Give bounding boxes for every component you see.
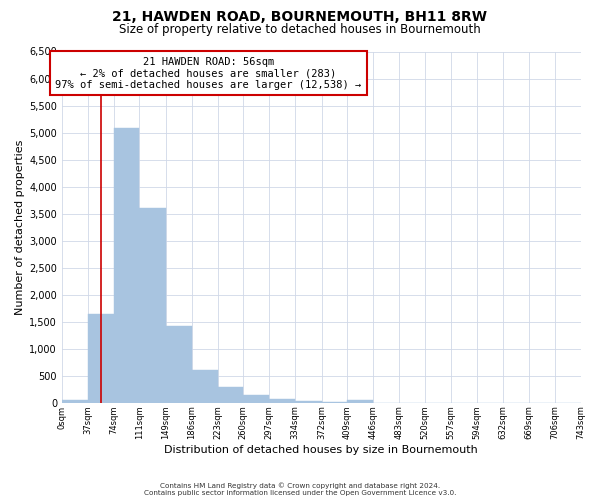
Y-axis label: Number of detached properties: Number of detached properties: [15, 140, 25, 315]
Text: 21 HAWDEN ROAD: 56sqm
← 2% of detached houses are smaller (283)
97% of semi-deta: 21 HAWDEN ROAD: 56sqm ← 2% of detached h…: [55, 56, 362, 90]
X-axis label: Distribution of detached houses by size in Bournemouth: Distribution of detached houses by size …: [164, 445, 478, 455]
Bar: [295, 401, 322, 403]
Bar: [322, 402, 347, 403]
Bar: [347, 400, 373, 403]
Text: Contains HM Land Registry data © Crown copyright and database right 2024.: Contains HM Land Registry data © Crown c…: [160, 482, 440, 489]
Bar: [192, 370, 218, 403]
Bar: [269, 399, 295, 403]
Bar: [62, 400, 88, 403]
Bar: [166, 326, 192, 403]
Bar: [113, 128, 139, 403]
Text: 21, HAWDEN ROAD, BOURNEMOUTH, BH11 8RW: 21, HAWDEN ROAD, BOURNEMOUTH, BH11 8RW: [113, 10, 487, 24]
Bar: [88, 314, 113, 403]
Bar: [139, 208, 166, 403]
Bar: [244, 395, 269, 403]
Text: Size of property relative to detached houses in Bournemouth: Size of property relative to detached ho…: [119, 22, 481, 36]
Text: Contains public sector information licensed under the Open Government Licence v3: Contains public sector information licen…: [144, 490, 456, 496]
Bar: [218, 387, 244, 403]
